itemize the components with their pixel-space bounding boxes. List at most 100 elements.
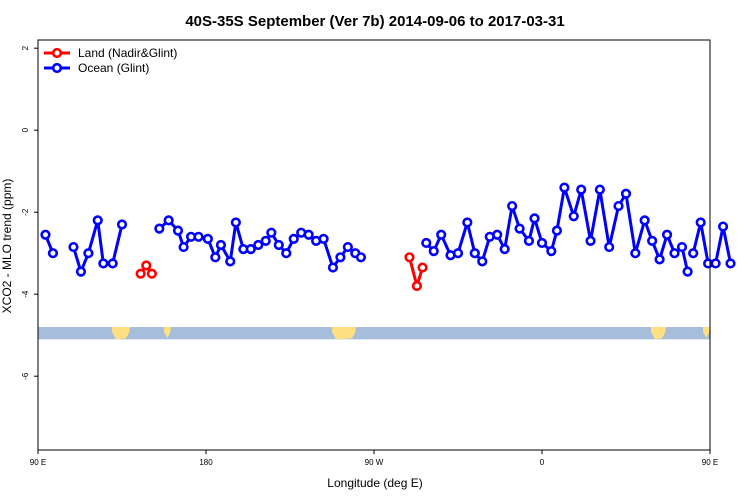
x-tick-label: 0 xyxy=(540,458,545,467)
data-point xyxy=(594,184,605,195)
data-point xyxy=(75,266,87,277)
data-point xyxy=(585,235,596,246)
y-tick-label: 2 xyxy=(21,45,30,50)
data-point xyxy=(725,258,736,269)
data-point xyxy=(172,225,184,236)
data-point xyxy=(303,229,314,240)
data-point xyxy=(202,233,213,244)
ocean-band xyxy=(38,327,710,340)
data-point xyxy=(669,248,680,259)
data-point xyxy=(710,258,721,269)
data-point xyxy=(661,229,673,240)
land-patch xyxy=(112,327,130,340)
data-point xyxy=(647,235,658,246)
x-axis-label: Longitude (deg E) xyxy=(327,476,422,490)
legend: Land (Nadir&Glint)Ocean (Glint) xyxy=(44,46,177,75)
data-point xyxy=(695,217,706,228)
data-point xyxy=(514,223,525,234)
data-point xyxy=(477,256,488,267)
data-point xyxy=(688,248,699,259)
x-tick-label: 90 E xyxy=(702,458,718,467)
data-point xyxy=(462,217,473,228)
data-point xyxy=(507,200,518,212)
data-point xyxy=(230,217,241,228)
legend-label: Ocean (Glint) xyxy=(78,61,149,75)
data-point xyxy=(620,188,632,199)
data-point xyxy=(146,268,157,279)
data-point xyxy=(83,248,94,259)
data-point xyxy=(47,248,59,259)
data-point xyxy=(178,241,189,253)
y-tick-label: 0 xyxy=(21,127,30,132)
data-point xyxy=(568,211,579,222)
data-point xyxy=(215,239,227,251)
data-point xyxy=(536,237,548,249)
data-point xyxy=(163,215,174,226)
data-point xyxy=(141,260,152,271)
data-point xyxy=(288,233,299,244)
land-patch xyxy=(164,327,171,340)
data-point xyxy=(428,246,439,257)
data-point xyxy=(135,268,146,279)
x-tick-label: 90 W xyxy=(365,458,384,467)
data-point xyxy=(335,252,346,263)
data-point xyxy=(68,241,79,253)
data-point xyxy=(604,241,615,253)
data-point xyxy=(154,223,165,234)
series-line xyxy=(425,186,690,272)
data-point xyxy=(499,244,510,255)
data-point xyxy=(404,252,415,263)
data-point xyxy=(116,219,128,230)
chart-title: 40S-35S September (Ver 7b) 2014-09-06 to… xyxy=(185,13,564,30)
data-point xyxy=(559,182,570,193)
data-point xyxy=(327,262,339,273)
data-point xyxy=(676,241,688,253)
y-tick-label: -2 xyxy=(21,208,30,216)
data-point xyxy=(630,248,641,259)
axes: 90 E 180 90 W 0 90 E 2 0 -2 -4 -6 xyxy=(21,39,718,467)
data-point xyxy=(225,256,236,267)
data-point xyxy=(210,252,221,263)
data-point xyxy=(529,213,540,224)
y-tick-label: -4 xyxy=(21,290,30,298)
data-point xyxy=(654,254,665,265)
data-point xyxy=(253,239,264,251)
legend-marker xyxy=(51,62,63,74)
data-point xyxy=(193,231,204,242)
data-point xyxy=(613,200,624,212)
data-point xyxy=(266,227,277,238)
data-point xyxy=(107,258,118,269)
data-point xyxy=(523,235,535,246)
data-point xyxy=(551,225,563,236)
legend-marker xyxy=(51,47,63,59)
data-point xyxy=(273,239,284,251)
data-point xyxy=(245,244,256,255)
y-tick-label: -6 xyxy=(21,372,30,380)
data-point xyxy=(417,262,428,273)
data-point xyxy=(260,235,271,246)
x-tick-label: 90 E xyxy=(30,458,46,467)
data-point xyxy=(281,248,292,259)
data-point xyxy=(342,241,353,253)
data-point xyxy=(492,229,503,240)
data-point xyxy=(576,184,587,195)
data-point xyxy=(452,248,464,259)
land-patch xyxy=(332,327,356,340)
legend-label: Land (Nadir&Glint) xyxy=(78,46,177,60)
data-point xyxy=(98,258,109,269)
plot-area xyxy=(38,182,736,340)
data-point xyxy=(421,237,432,249)
data-point xyxy=(436,229,447,240)
data-point xyxy=(469,248,480,259)
data-point xyxy=(40,229,51,240)
data-point xyxy=(355,252,367,263)
x-tick-label: 180 xyxy=(199,458,213,467)
data-point xyxy=(546,246,557,257)
data-point xyxy=(717,221,729,232)
land-patch xyxy=(703,327,710,340)
data-point xyxy=(682,266,693,277)
data-point xyxy=(92,215,103,226)
y-axis-label: XCO2 - MLO trend (ppm) xyxy=(0,179,14,314)
data-point xyxy=(639,215,650,226)
